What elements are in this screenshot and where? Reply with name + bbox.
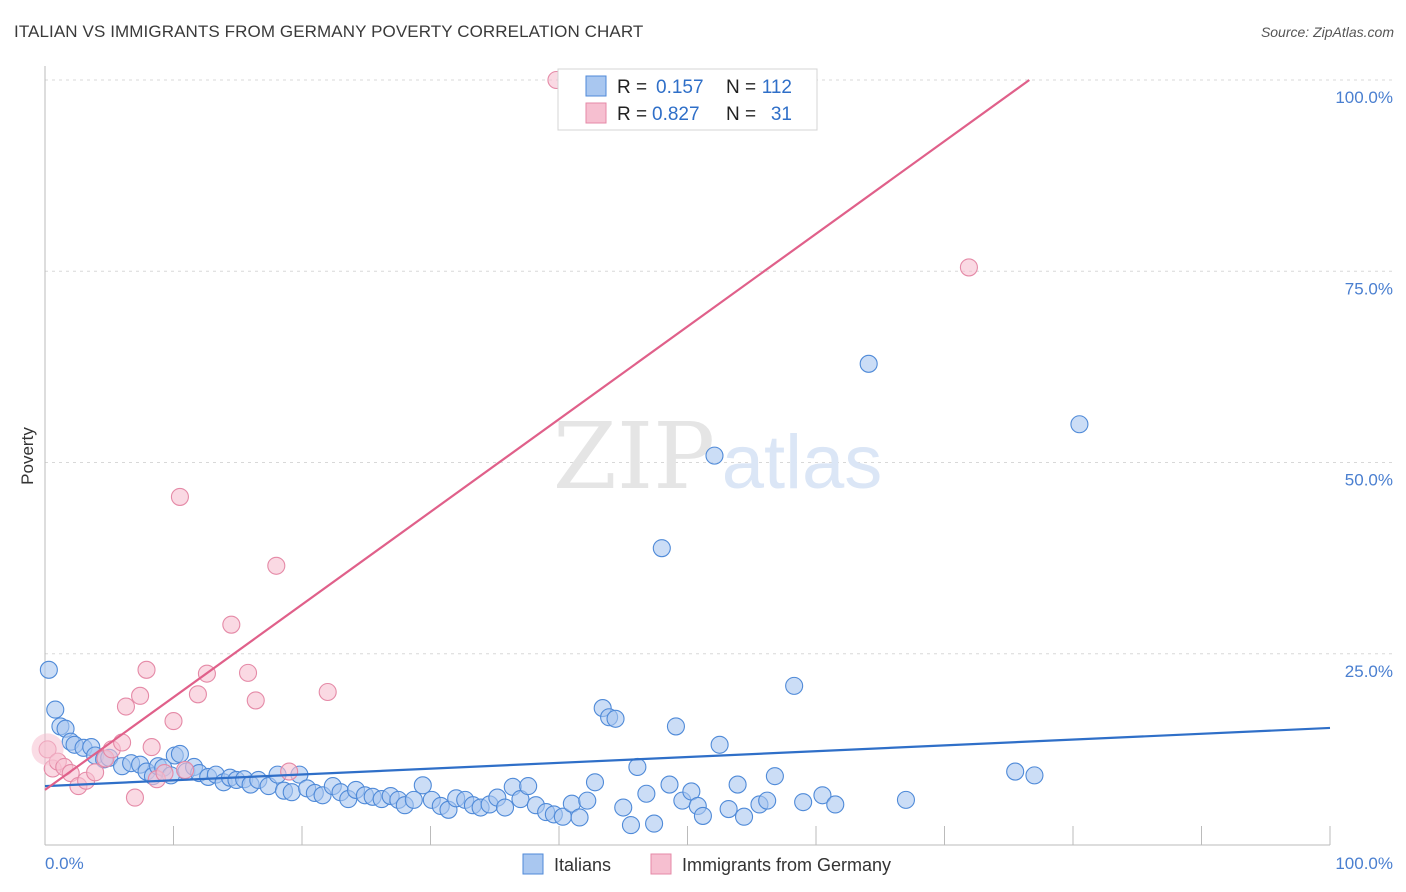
germany-point-21 bbox=[188, 685, 207, 704]
italians-point-20 bbox=[170, 744, 189, 764]
italians-point-51 bbox=[413, 776, 432, 795]
legend-n-value-italians: 112 bbox=[762, 77, 792, 98]
germany-cluster-bubble bbox=[31, 733, 64, 766]
italians-point-64 bbox=[519, 777, 538, 796]
germany-point-26 bbox=[267, 556, 286, 575]
germany-point-17 bbox=[155, 764, 174, 783]
legend-r-label-italians: R = bbox=[617, 77, 647, 98]
y-tick-label-75: 75.0% bbox=[1345, 279, 1393, 298]
italians-point-91 bbox=[728, 775, 747, 794]
y-axis-label: Poverty bbox=[18, 427, 37, 485]
germany-point-20 bbox=[176, 760, 195, 780]
italians-point-61 bbox=[495, 798, 515, 817]
italians-point-81 bbox=[652, 539, 671, 558]
watermark-zip: ZIP bbox=[553, 403, 715, 510]
legend-swatch-germany bbox=[585, 102, 607, 124]
italians-point-35 bbox=[282, 783, 301, 802]
italians-point-100 bbox=[859, 354, 878, 373]
italians-point-0 bbox=[39, 660, 58, 679]
italians-point-76 bbox=[614, 798, 633, 817]
germany-trend-line bbox=[44, 79, 1030, 791]
italians-point-102 bbox=[1006, 762, 1025, 781]
italians-point-80 bbox=[645, 814, 664, 833]
y-tick-label-25: 25.0% bbox=[1345, 662, 1393, 681]
italians-point-79 bbox=[637, 784, 656, 803]
germany-point-7 bbox=[86, 763, 105, 782]
italians-point-1 bbox=[46, 700, 65, 719]
italians-points bbox=[39, 354, 1089, 835]
stats-legend: R = 0.157 N = 112 R = 0.827 N = 31 bbox=[557, 68, 818, 131]
x-tick-label-min: 0.0% bbox=[45, 854, 84, 873]
legend-swatch-italians bbox=[585, 75, 607, 97]
chart-title: ITALIAN VS IMMIGRANTS FROM GERMANY POVER… bbox=[14, 22, 644, 41]
germany-point-10 bbox=[113, 733, 132, 752]
y-tick-label-100: 100.0% bbox=[1335, 88, 1393, 107]
y-tick-label-50: 50.0% bbox=[1345, 471, 1393, 490]
trend-lines bbox=[44, 79, 1331, 791]
germany-point-30 bbox=[959, 258, 978, 277]
italians-point-88 bbox=[705, 446, 724, 465]
series-legend-swatch-germany bbox=[650, 853, 672, 875]
italians-point-72 bbox=[585, 773, 605, 792]
legend-n-label-italians: N = bbox=[726, 77, 756, 98]
legend-r-label-germany: R = bbox=[617, 104, 647, 125]
italians-point-96 bbox=[785, 676, 804, 695]
source-label: Source: ZipAtlas.com bbox=[1260, 24, 1394, 40]
italians-point-70 bbox=[570, 808, 589, 827]
series-legend-swatch-italians bbox=[522, 853, 544, 875]
italians-point-83 bbox=[666, 717, 685, 736]
x-tick-label-max: 100.0% bbox=[1335, 854, 1393, 873]
legend-n-value-germany: 31 bbox=[771, 104, 792, 125]
italians-point-87 bbox=[693, 806, 712, 825]
italians-point-97 bbox=[794, 793, 813, 812]
germany-point-28 bbox=[318, 682, 337, 702]
legend-n-label-germany: N = bbox=[726, 104, 756, 125]
italians-point-89 bbox=[710, 735, 729, 754]
axes bbox=[44, 66, 1331, 846]
italians-point-103 bbox=[1025, 766, 1044, 785]
italians-point-92 bbox=[734, 807, 754, 826]
series-legend: Italians Immigrants from Germany bbox=[522, 853, 891, 875]
italians-point-95 bbox=[765, 767, 784, 786]
grid bbox=[45, 79, 1395, 655]
y-tick-labels: 100.0% 75.0% 50.0% 25.0% bbox=[1335, 88, 1393, 681]
germany-point-14 bbox=[137, 660, 156, 679]
germany-point-27 bbox=[280, 762, 299, 781]
germany-point-11 bbox=[116, 697, 136, 716]
series-legend-label-germany: Immigrants from Germany bbox=[682, 855, 891, 875]
italians-trend-line bbox=[44, 726, 1331, 788]
germany-point-19 bbox=[170, 487, 189, 506]
germany-point-15 bbox=[142, 738, 161, 757]
italians-point-77 bbox=[621, 816, 641, 835]
legend-r-value-italians: 0.157 bbox=[656, 77, 704, 98]
watermark-atlas: atlas bbox=[722, 420, 883, 505]
italians-point-50 bbox=[404, 790, 423, 809]
germany-point-23 bbox=[222, 615, 241, 634]
italians-point-71 bbox=[578, 791, 597, 810]
italians-point-101 bbox=[896, 790, 916, 809]
germany-point-24 bbox=[238, 663, 258, 682]
italians-point-90 bbox=[719, 799, 738, 819]
italians-point-78 bbox=[628, 757, 647, 777]
italians-point-75 bbox=[606, 709, 625, 728]
legend-r-value-germany: 0.827 bbox=[652, 104, 700, 125]
watermark: ZIP atlas bbox=[553, 403, 882, 510]
germany-point-25 bbox=[246, 691, 265, 710]
italians-point-82 bbox=[660, 775, 679, 794]
italians-point-94 bbox=[758, 791, 777, 810]
italians-point-99 bbox=[826, 795, 845, 814]
italians-point-104 bbox=[1070, 415, 1089, 434]
germany-point-13 bbox=[131, 686, 150, 705]
germany-point-12 bbox=[125, 788, 144, 807]
series-legend-label-italians: Italians bbox=[554, 855, 611, 875]
italians-point-98 bbox=[813, 786, 832, 805]
germany-point-18 bbox=[164, 712, 183, 731]
